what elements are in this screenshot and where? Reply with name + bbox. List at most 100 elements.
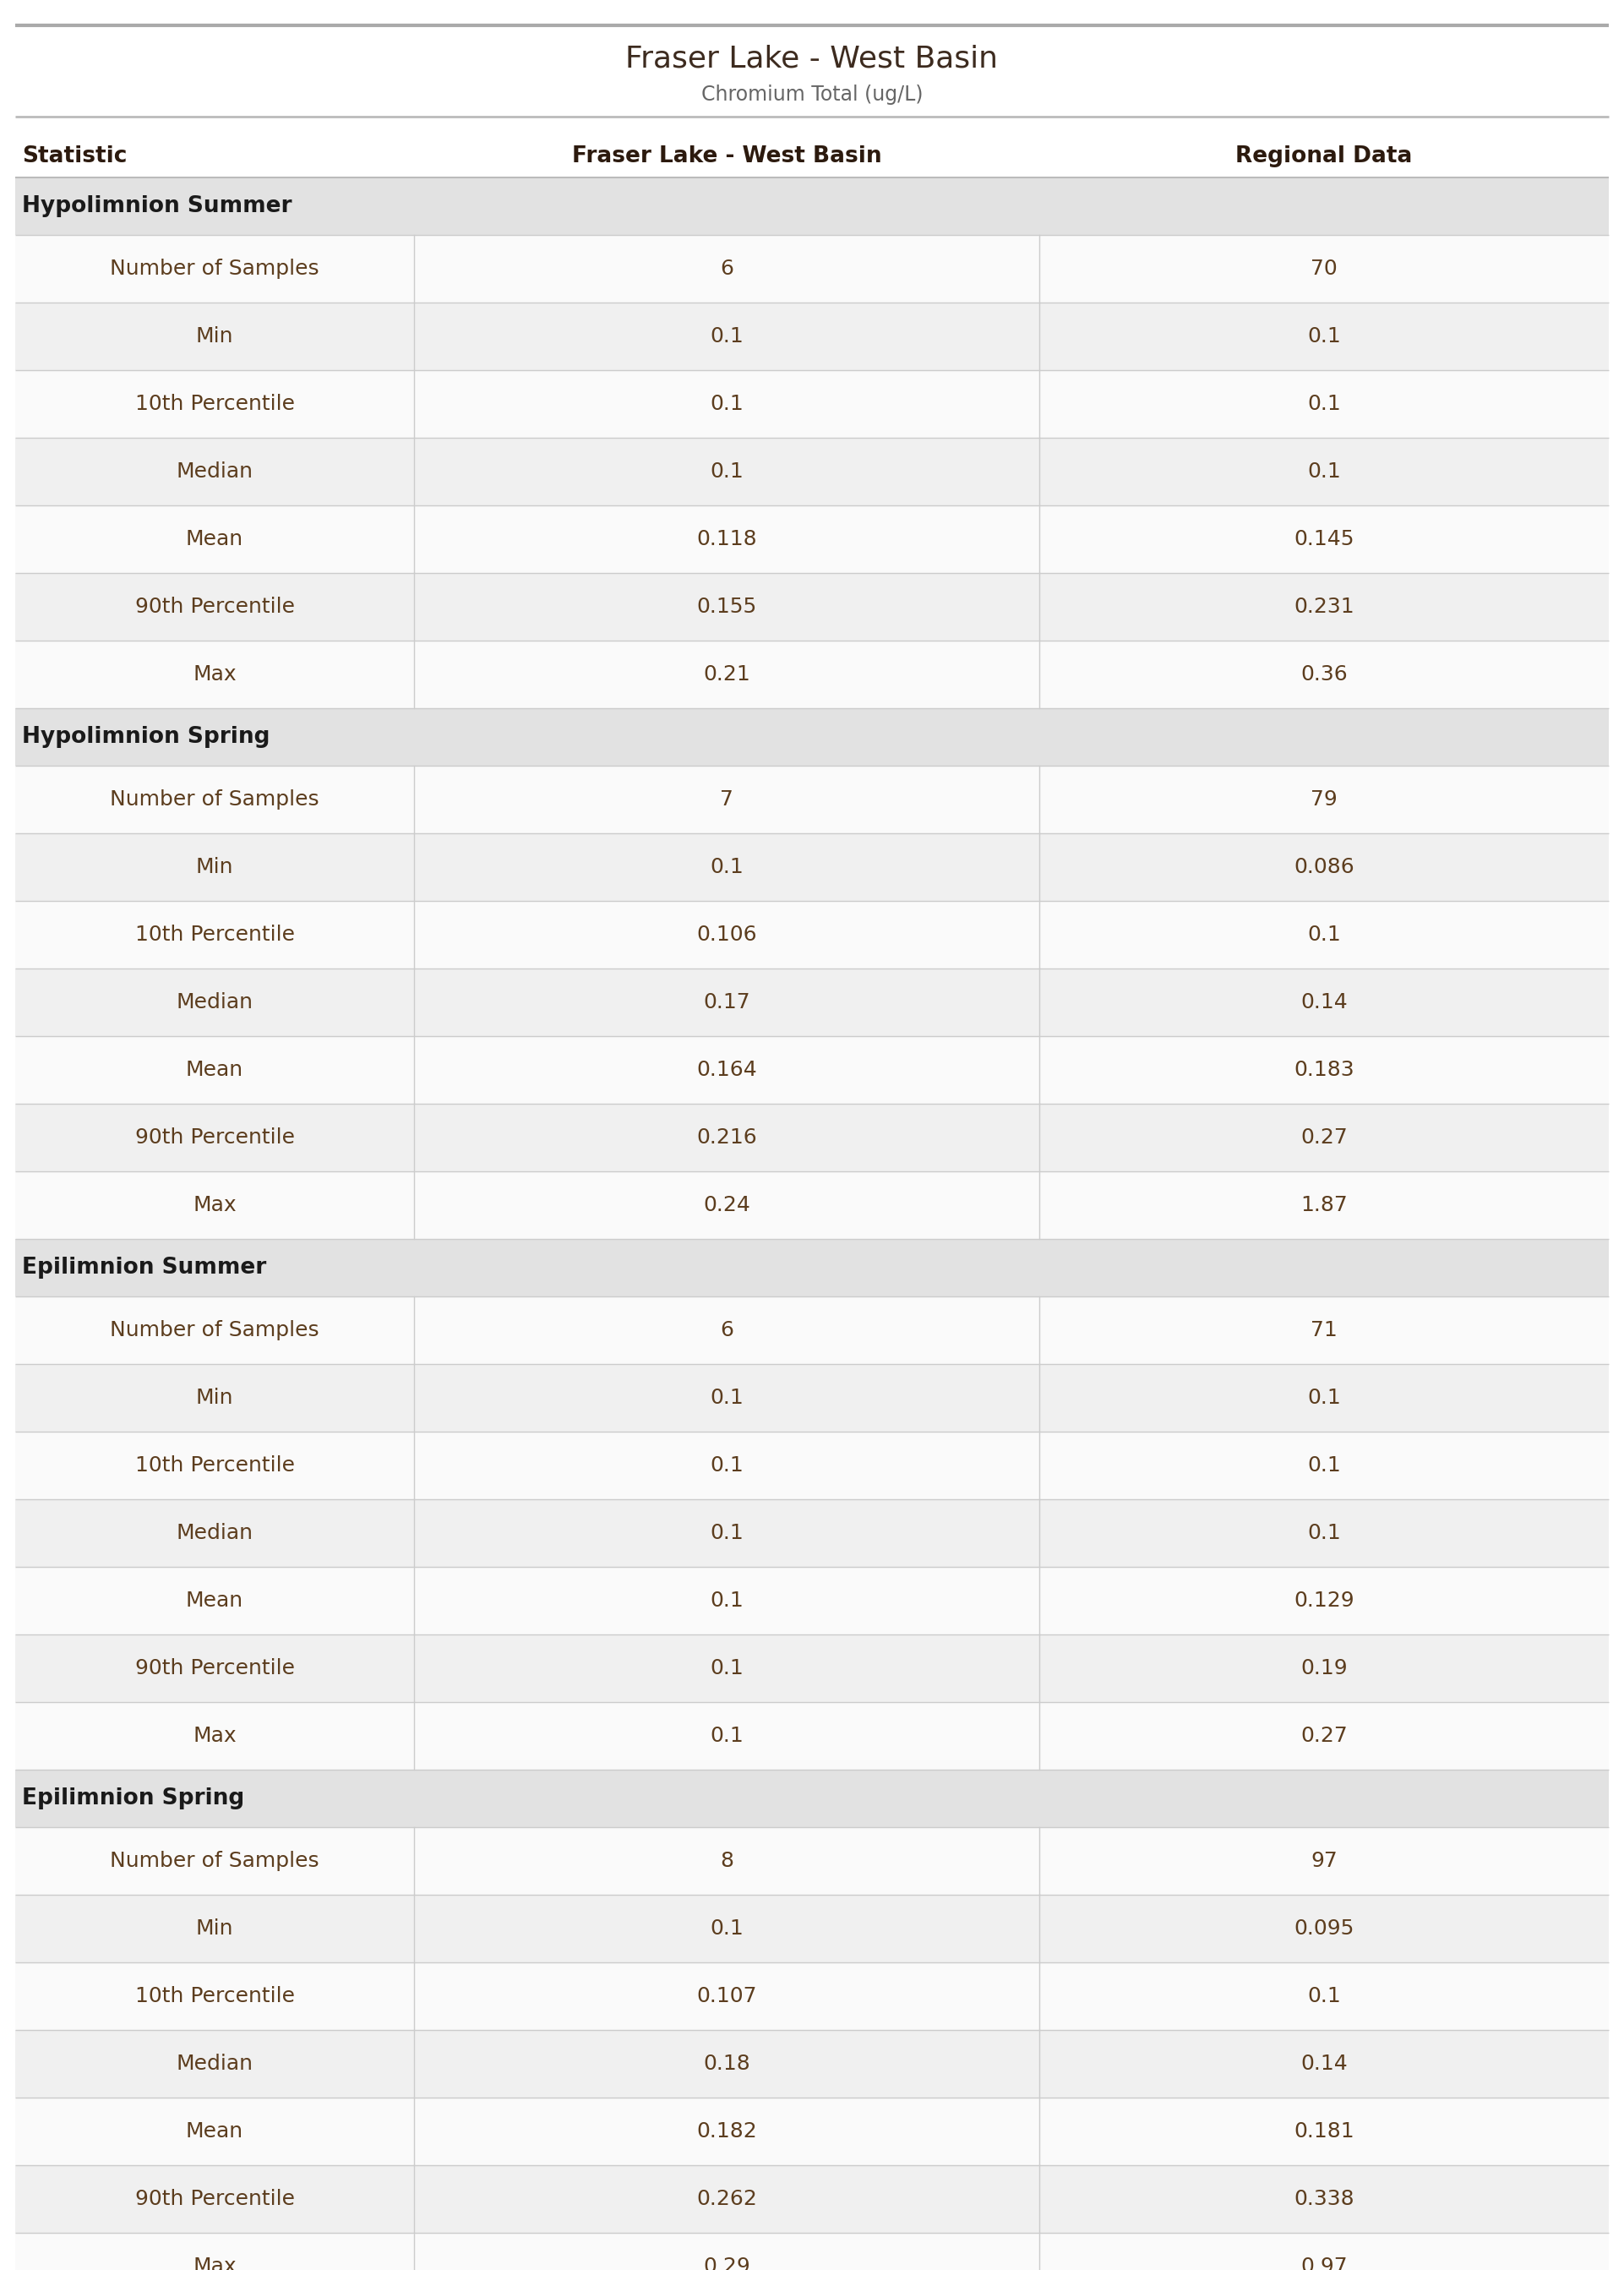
Text: Min: Min xyxy=(197,858,234,876)
Text: 0.24: 0.24 xyxy=(703,1194,750,1214)
Text: 10th Percentile: 10th Percentile xyxy=(135,924,294,944)
Text: Median: Median xyxy=(175,1523,253,1544)
Text: Median: Median xyxy=(175,2054,253,2075)
Text: 0.1: 0.1 xyxy=(710,858,744,876)
Text: 0.1: 0.1 xyxy=(710,461,744,481)
Text: 0.1: 0.1 xyxy=(710,327,744,347)
Text: 0.14: 0.14 xyxy=(1301,992,1348,1012)
Bar xyxy=(15,1827,1609,1895)
Text: 0.19: 0.19 xyxy=(1301,1657,1348,1678)
Text: 0.129: 0.129 xyxy=(1294,1591,1354,1612)
Text: 0.1: 0.1 xyxy=(1307,461,1341,481)
Bar xyxy=(15,1103,1609,1171)
Text: 0.1: 0.1 xyxy=(710,1591,744,1612)
Text: 0.29: 0.29 xyxy=(703,2256,750,2270)
Text: Hypolimnion Spring: Hypolimnion Spring xyxy=(23,726,270,747)
Text: Fraser Lake - West Basin: Fraser Lake - West Basin xyxy=(625,45,999,73)
Text: 0.145: 0.145 xyxy=(1294,529,1354,549)
Text: Max: Max xyxy=(193,1725,237,1746)
Text: 0.155: 0.155 xyxy=(697,597,757,617)
Text: 97: 97 xyxy=(1311,1850,1338,1870)
Text: 0.181: 0.181 xyxy=(1294,2120,1354,2141)
Text: 10th Percentile: 10th Percentile xyxy=(135,1455,294,1476)
Text: 0.97: 0.97 xyxy=(1301,2256,1348,2270)
Text: 8: 8 xyxy=(719,1850,734,1870)
Bar xyxy=(15,234,1609,302)
Text: 0.1: 0.1 xyxy=(710,1455,744,1476)
Text: 0.1: 0.1 xyxy=(1307,924,1341,944)
Text: Median: Median xyxy=(175,461,253,481)
Text: 70: 70 xyxy=(1311,259,1338,279)
Text: Number of Samples: Number of Samples xyxy=(110,790,320,810)
Bar xyxy=(15,1634,1609,1702)
Text: Max: Max xyxy=(193,2256,237,2270)
Text: Mean: Mean xyxy=(185,529,244,549)
Bar xyxy=(15,1702,1609,1771)
Text: 10th Percentile: 10th Percentile xyxy=(135,1986,294,2007)
Text: Hypolimnion Summer: Hypolimnion Summer xyxy=(23,195,292,218)
Text: 0.1: 0.1 xyxy=(1307,1523,1341,1544)
Text: Min: Min xyxy=(197,1918,234,1939)
Text: 0.118: 0.118 xyxy=(697,529,757,549)
Text: Epilimnion Summer: Epilimnion Summer xyxy=(23,1258,266,1278)
Text: 71: 71 xyxy=(1311,1321,1338,1339)
Bar xyxy=(15,1566,1609,1634)
Text: 0.1: 0.1 xyxy=(1307,327,1341,347)
Text: Fraser Lake - West Basin: Fraser Lake - West Basin xyxy=(572,145,882,168)
Text: 0.1: 0.1 xyxy=(1307,1455,1341,1476)
Text: Number of Samples: Number of Samples xyxy=(110,259,320,279)
Text: 0.164: 0.164 xyxy=(697,1060,757,1081)
Text: 0.262: 0.262 xyxy=(697,2188,757,2209)
Text: 0.1: 0.1 xyxy=(1307,1986,1341,2007)
Text: Chromium Total (ug/L): Chromium Total (ug/L) xyxy=(702,84,922,104)
Text: 0.1: 0.1 xyxy=(710,1725,744,1746)
Text: 0.216: 0.216 xyxy=(697,1128,757,1149)
Text: 90th Percentile: 90th Percentile xyxy=(135,2188,294,2209)
Text: 0.17: 0.17 xyxy=(703,992,750,1012)
Text: 0.095: 0.095 xyxy=(1294,1918,1354,1939)
Bar xyxy=(15,506,1609,572)
Text: Epilimnion Spring: Epilimnion Spring xyxy=(23,1786,244,1809)
Bar xyxy=(15,438,1609,506)
Text: Number of Samples: Number of Samples xyxy=(110,1850,320,1870)
Bar xyxy=(15,765,1609,833)
Bar xyxy=(15,2097,1609,2166)
Bar xyxy=(15,370,1609,438)
Text: 0.18: 0.18 xyxy=(703,2054,750,2075)
Bar xyxy=(15,1498,1609,1566)
Text: 90th Percentile: 90th Percentile xyxy=(135,597,294,617)
Bar xyxy=(15,1961,1609,2029)
Bar xyxy=(15,2166,1609,2234)
Text: 7: 7 xyxy=(719,790,734,810)
Text: 0.14: 0.14 xyxy=(1301,2054,1348,2075)
Text: 0.1: 0.1 xyxy=(710,1657,744,1678)
Text: 6: 6 xyxy=(719,259,734,279)
Bar xyxy=(15,572,1609,640)
Text: Min: Min xyxy=(197,1387,234,1407)
Bar xyxy=(15,1296,1609,1364)
Bar xyxy=(15,1432,1609,1498)
Bar xyxy=(15,708,1609,765)
Text: 0.1: 0.1 xyxy=(1307,1387,1341,1407)
Bar xyxy=(15,2029,1609,2097)
Text: 0.1: 0.1 xyxy=(710,393,744,413)
Text: Mean: Mean xyxy=(185,2120,244,2141)
Text: 1.87: 1.87 xyxy=(1301,1194,1348,1214)
Text: 0.086: 0.086 xyxy=(1294,858,1354,876)
Text: Mean: Mean xyxy=(185,1591,244,1612)
Text: Mean: Mean xyxy=(185,1060,244,1081)
Text: Regional Data: Regional Data xyxy=(1236,145,1413,168)
Text: 0.183: 0.183 xyxy=(1294,1060,1354,1081)
Text: 0.1: 0.1 xyxy=(1307,393,1341,413)
Text: 6: 6 xyxy=(719,1321,734,1339)
Text: Statistic: Statistic xyxy=(23,145,127,168)
Text: Number of Samples: Number of Samples xyxy=(110,1321,320,1339)
Text: 0.231: 0.231 xyxy=(1294,597,1354,617)
Text: 0.338: 0.338 xyxy=(1294,2188,1354,2209)
Text: Max: Max xyxy=(193,665,237,686)
Text: 0.27: 0.27 xyxy=(1301,1725,1348,1746)
Bar xyxy=(15,1895,1609,1961)
Text: 0.27: 0.27 xyxy=(1301,1128,1348,1149)
Text: Max: Max xyxy=(193,1194,237,1214)
Bar xyxy=(15,640,1609,708)
